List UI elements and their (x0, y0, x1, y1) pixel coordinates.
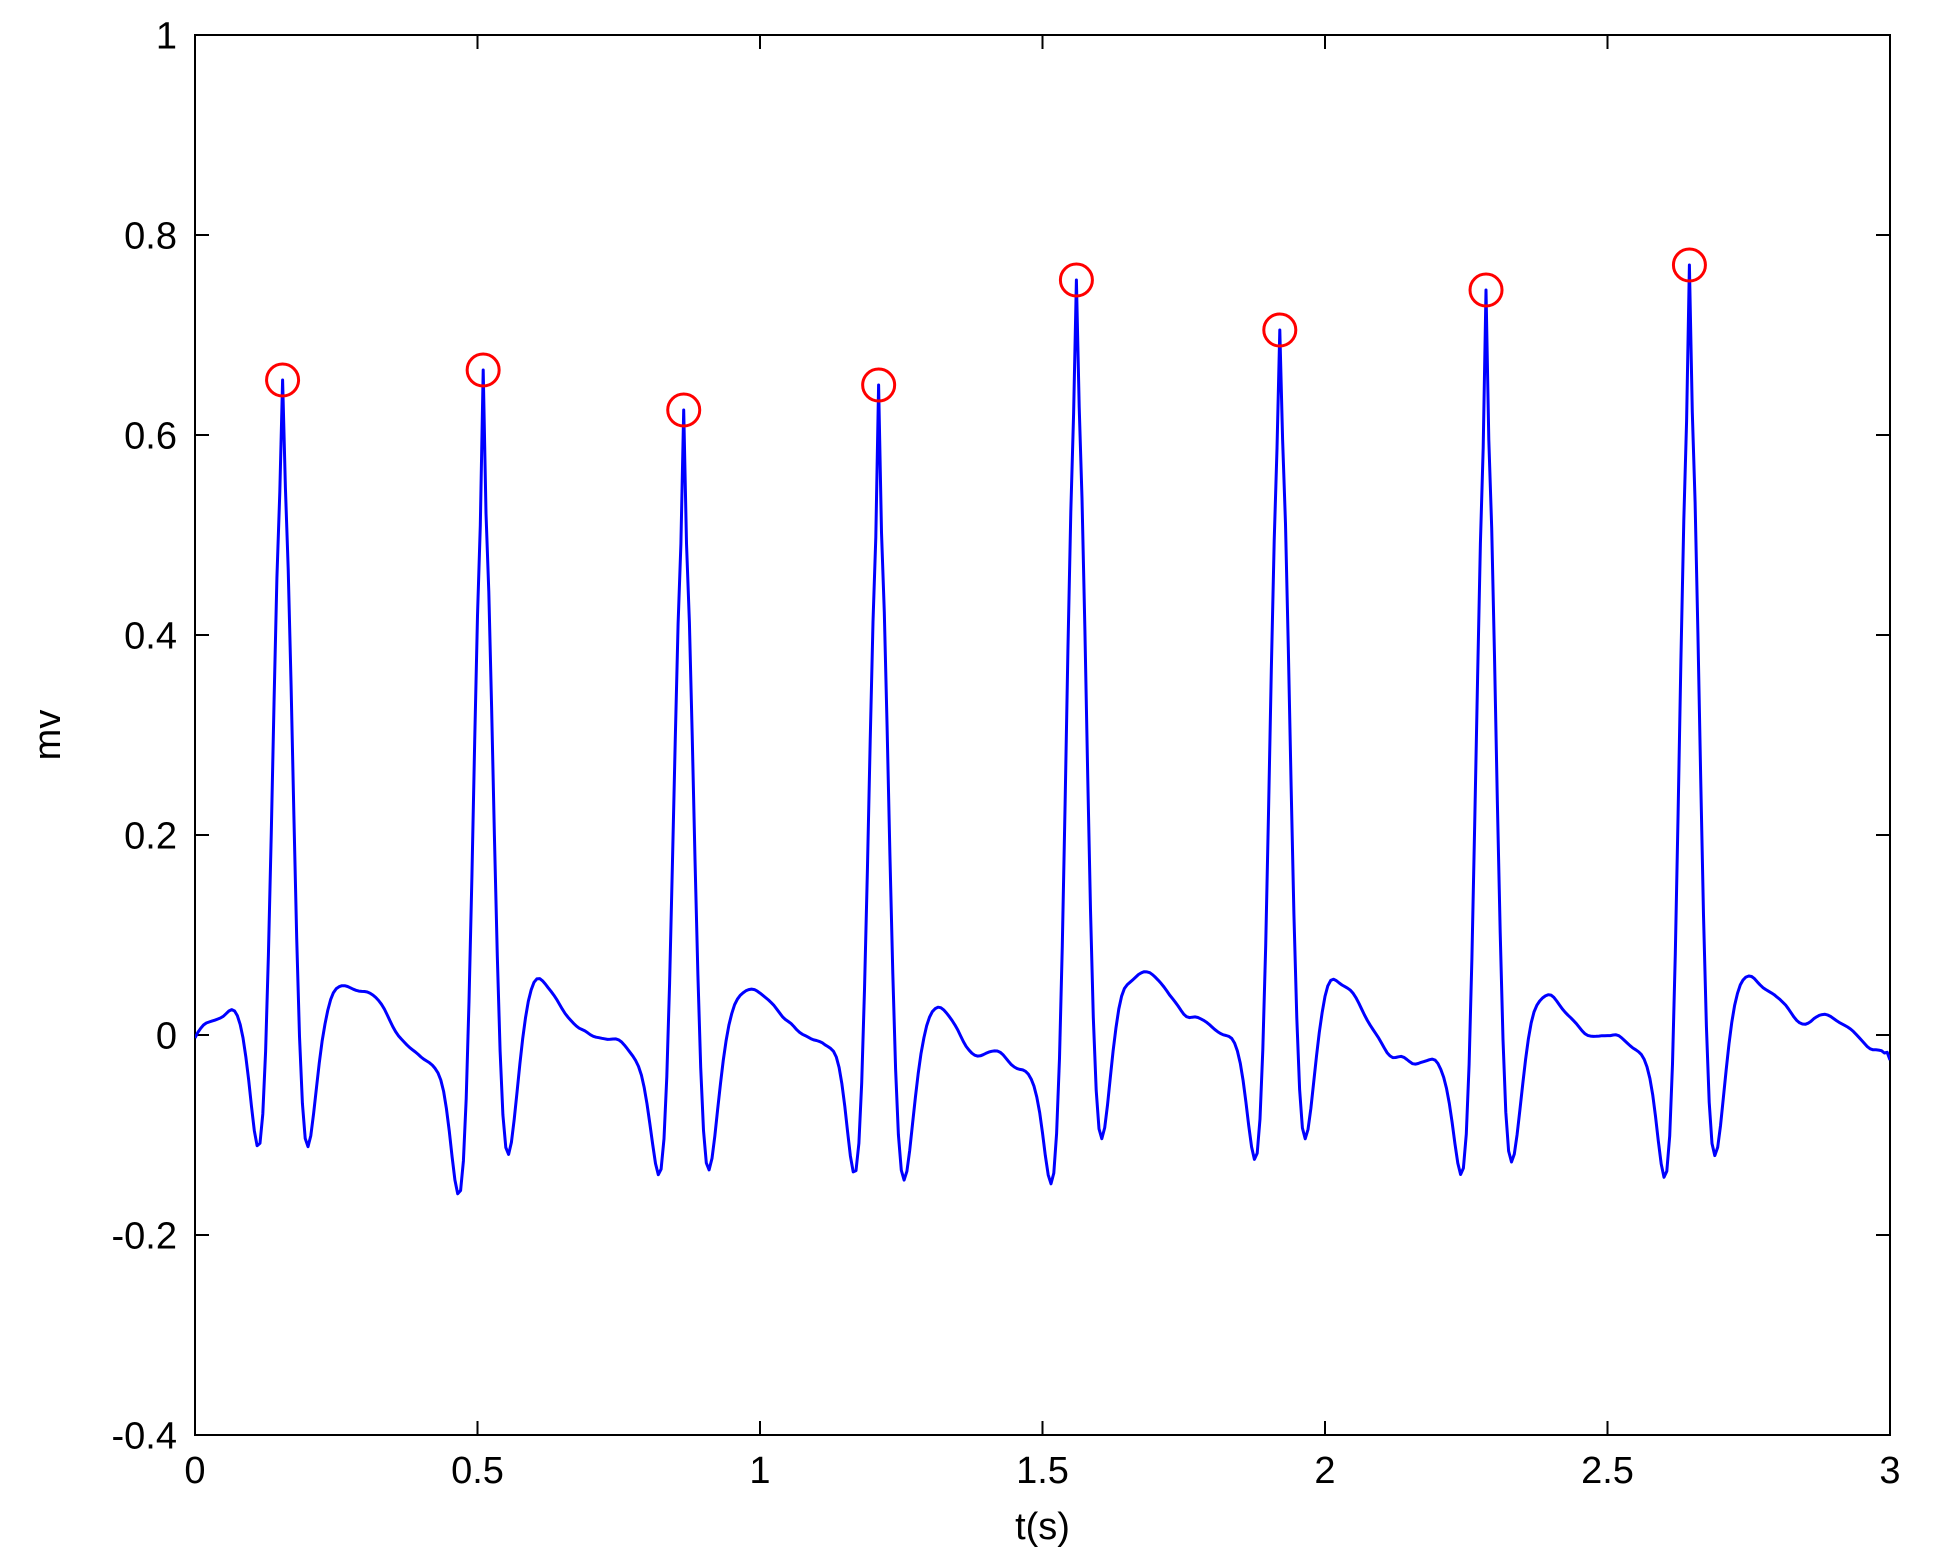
ecg-plot-svg: 0 0.5 1 1.5 2 2.5 3 -0.4 -0.2 0 0.2 0.4 0.6 0.8 1 t(s) m… (0, 0, 1949, 1555)
x-tick-label: 1.5 (1016, 1450, 1069, 1492)
x-tick-label: 2.5 (1581, 1450, 1634, 1492)
x-tick-label: 0.5 (451, 1450, 504, 1492)
y-axis-label: mv (27, 710, 69, 761)
y-tick-label: 1 (156, 15, 177, 57)
y-tick-label: 0.4 (124, 615, 177, 657)
y-tick-label: 0.8 (124, 215, 177, 257)
x-tick-label: 2 (1314, 1450, 1335, 1492)
y-tick-label: 0.2 (124, 815, 177, 857)
x-tick-label: 3 (1879, 1450, 1900, 1492)
x-tick-label: 0 (184, 1450, 205, 1492)
x-tick-label: 1 (749, 1450, 770, 1492)
ecg-line (195, 265, 1890, 1194)
y-tick-label: -0.2 (112, 1215, 177, 1257)
ecg-figure: 0 0.5 1 1.5 2 2.5 3 -0.4 -0.2 0 0.2 0.4 0.6 0.8 1 t(s) m… (0, 0, 1949, 1555)
y-tick-label: 0.6 (124, 415, 177, 457)
x-axis-label: t(s) (1015, 1506, 1070, 1548)
y-tick-label: -0.4 (112, 1415, 177, 1457)
y-tick-label: 0 (156, 1015, 177, 1057)
